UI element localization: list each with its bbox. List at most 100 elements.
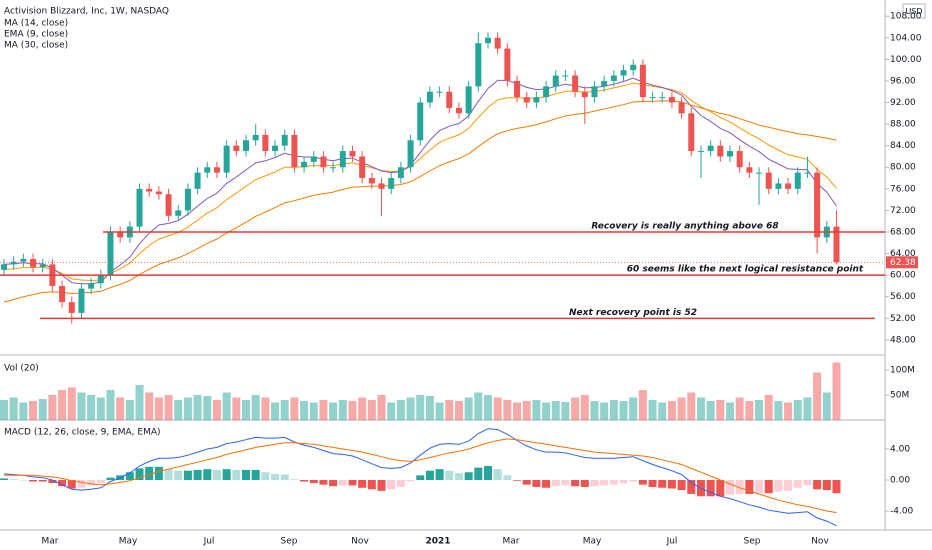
- candle-body: [601, 80, 608, 87]
- candle-body: [165, 194, 172, 216]
- candle-body: [678, 102, 685, 114]
- volume-bar: [48, 395, 57, 420]
- candle-body: [639, 64, 646, 98]
- volume-bar: [9, 397, 18, 420]
- moving-average: [3, 100, 837, 303]
- volume-bar: [435, 402, 444, 420]
- volume-bar: [474, 392, 483, 420]
- macd-histogram-bar: [784, 480, 793, 491]
- macd-histogram-bar: [106, 477, 115, 480]
- x-tick-label: 2021: [425, 537, 450, 547]
- y-tick-label: 64.00: [890, 249, 916, 259]
- last-price-box: [886, 256, 918, 269]
- currency: USD: [905, 7, 922, 16]
- candle-body: [378, 183, 385, 189]
- macd-histogram-bar: [764, 480, 773, 494]
- macd-histogram-bar: [338, 480, 347, 486]
- macd-histogram-bar: [125, 472, 134, 480]
- macd-histogram-bar: [212, 469, 221, 480]
- macd-histogram-bar: [9, 479, 18, 480]
- volume-bar: [125, 400, 134, 420]
- candle-body: [688, 113, 695, 152]
- candle-body: [804, 172, 811, 174]
- y-tick-label: 60.00: [890, 271, 916, 281]
- macd-histogram-bar: [367, 480, 376, 490]
- macd-histogram-bar: [48, 480, 57, 484]
- macd-histogram-bar: [242, 469, 250, 480]
- candle-body: [310, 156, 317, 162]
- macd-histogram-bar: [687, 480, 696, 494]
- volume-bar: [726, 402, 734, 420]
- candle-body: [117, 231, 124, 238]
- annotation: Recovery is really anything above 68: [591, 221, 778, 231]
- macd-histogram-bar: [677, 480, 686, 491]
- y-tick-label: 0.00: [890, 476, 910, 486]
- candle-body: [814, 172, 821, 238]
- macd-histogram-bar: [629, 480, 638, 482]
- volume-bar: [251, 395, 260, 420]
- volume-bar: [648, 400, 657, 420]
- y-tick-label: 52.00: [890, 314, 916, 324]
- volume-bar: [542, 402, 551, 420]
- macd-histogram-bar: [803, 480, 812, 486]
- y-tick-label: 100M: [890, 366, 915, 376]
- candle-body: [523, 97, 530, 103]
- macd-histogram-bar: [522, 480, 531, 485]
- macd-histogram-bar: [813, 480, 822, 490]
- volume-bar: [396, 400, 405, 420]
- volume-bar: [687, 392, 696, 420]
- macd-histogram-bar: [600, 480, 609, 486]
- candle-body: [262, 134, 269, 152]
- macd-histogram-bar: [609, 480, 618, 485]
- x-tick-label: Jul: [203, 537, 215, 547]
- macd-histogram-bar: [774, 480, 783, 492]
- volume-bar: [96, 397, 105, 420]
- macd-histogram-bar: [484, 466, 492, 480]
- macd-histogram-bar: [726, 480, 734, 495]
- volume-bar: [764, 395, 773, 420]
- annotation: Next recovery point is 52: [569, 308, 697, 318]
- macd-histogram-bar: [19, 480, 28, 481]
- volume-bar: [706, 401, 715, 420]
- macd-histogram-bar: [396, 480, 405, 487]
- macd-histogram-bar: [416, 475, 425, 480]
- candle-body: [175, 210, 182, 216]
- volume-bar: [571, 397, 580, 420]
- candle-body: [146, 188, 153, 192]
- macd-histogram-bar: [222, 469, 231, 480]
- chart-title: Activision Blizzard, Inc, 1W, NASDAQ: [4, 7, 169, 17]
- candle-body: [78, 288, 85, 313]
- volume-bar: [600, 402, 609, 420]
- macd-histogram-bar: [551, 480, 560, 487]
- volume-bar: [38, 399, 47, 420]
- macd-histogram-bar: [67, 480, 76, 489]
- macd-histogram-bar: [822, 480, 831, 491]
- volume-bar: [658, 402, 667, 420]
- macd-histogram-bar: [667, 480, 676, 489]
- macd-histogram-bar: [87, 480, 96, 486]
- candle-body: [184, 188, 191, 211]
- candle-body: [833, 226, 840, 263]
- signal-line: [4, 438, 837, 514]
- candle-body: [630, 64, 637, 71]
- volume-bar: [735, 397, 744, 420]
- macd-histogram-bar: [425, 470, 434, 480]
- volume-bar: [232, 397, 241, 420]
- volume-bar: [551, 401, 560, 420]
- candle-body: [320, 156, 327, 168]
- candle-body: [330, 167, 337, 169]
- x-tick-label: Nov: [811, 537, 829, 547]
- macd-histogram-bar: [735, 480, 744, 494]
- candle-body: [407, 140, 414, 168]
- volume-bar: [67, 387, 76, 420]
- moving-average: [3, 77, 837, 285]
- macd-histogram-bar: [445, 470, 454, 480]
- candle-body: [543, 86, 550, 98]
- volume-bar: [203, 396, 212, 420]
- x-tick-label: May: [583, 537, 602, 547]
- macd-histogram-bar: [532, 480, 541, 487]
- volume-bar: [0, 400, 8, 420]
- macd-histogram-bar: [154, 466, 163, 480]
- macd-histogram-bar: [658, 480, 667, 488]
- volume-bar: [29, 401, 38, 420]
